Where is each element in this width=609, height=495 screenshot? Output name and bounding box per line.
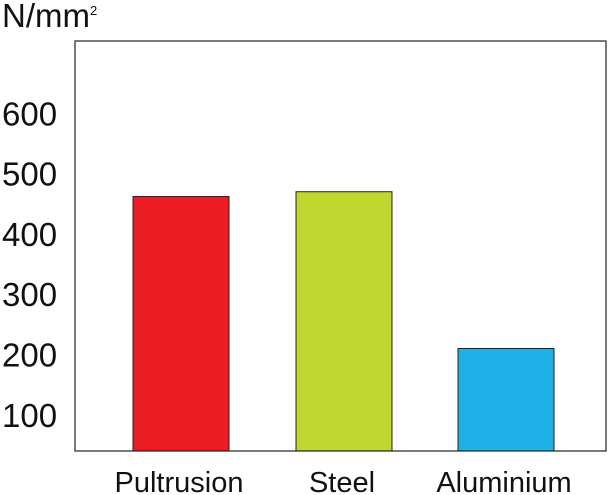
category-label: Pultrusion [115, 467, 244, 495]
y-tick-label: 300 [2, 276, 57, 313]
y-tick-label: 600 [2, 95, 57, 132]
y-tick-label: 200 [2, 337, 57, 374]
y-tick-label: 400 [2, 216, 57, 253]
y-tick-labels: 100 200 300 400 500 600 [2, 95, 57, 433]
y-tick-label: 500 [2, 156, 57, 193]
y-axis-label: N/mm2 [2, 0, 97, 34]
category-label: Aluminium [436, 467, 571, 495]
category-labels: Pultrusion Steel Aluminium [115, 467, 572, 495]
bar-aluminium [457, 348, 555, 452]
plot-area-frame [74, 40, 607, 452]
y-tick-label: 100 [2, 397, 57, 434]
bars [132, 191, 555, 452]
category-label: Steel [309, 467, 375, 495]
bar-pultrusion [132, 196, 230, 452]
bar-steel [295, 191, 393, 452]
